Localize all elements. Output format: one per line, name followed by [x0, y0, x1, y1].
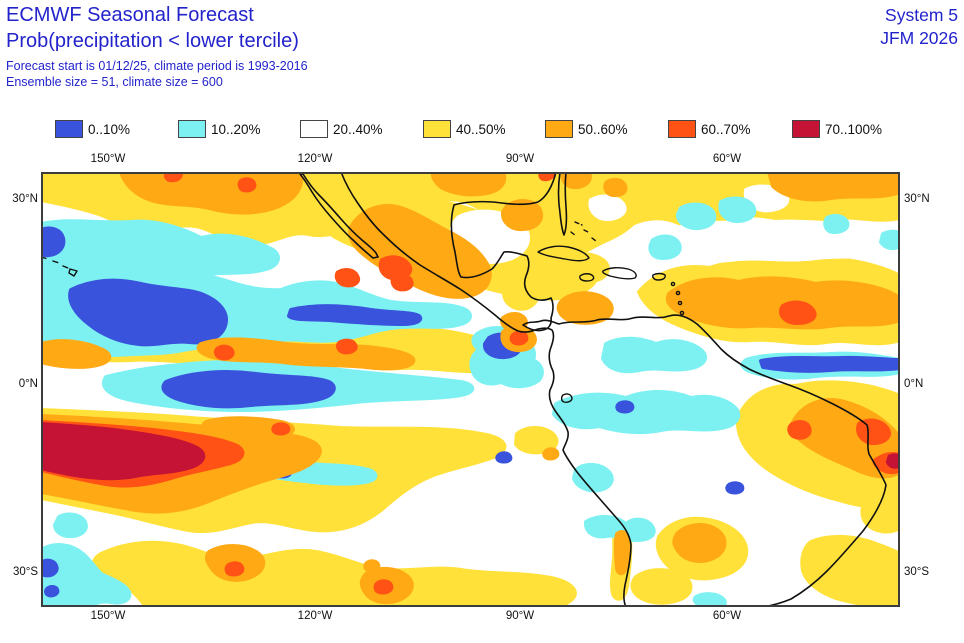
island-puna	[560, 393, 573, 403]
legend-label: 20..40%	[333, 121, 383, 137]
x-tick-label: 120°W	[297, 153, 333, 165]
legend-swatch-orangered	[668, 120, 696, 138]
legend-swatch-white	[300, 120, 328, 138]
legend-swatch-cyan	[178, 120, 206, 138]
islands-bahamas	[570, 221, 597, 242]
map-border	[41, 172, 900, 607]
y-tick-label: 0°N	[904, 378, 924, 390]
legend-label: 10..20%	[211, 121, 261, 137]
page-subtitle-variable: Prob(precipitation < lower tercile)	[6, 30, 299, 52]
ensemble-size-text: Ensemble size = 51, climate size = 600	[6, 75, 223, 89]
legend-label: 0..10%	[88, 121, 131, 137]
x-tick-label: 90°W	[505, 610, 535, 622]
legend-label: 50..60%	[578, 121, 628, 137]
contour-layer-70-100	[41, 422, 900, 481]
legend-swatch-orange	[545, 120, 573, 138]
season-label: JFM 2026	[880, 28, 958, 48]
legend-swatch-yellow	[423, 120, 451, 138]
island-puerto-rico	[652, 272, 666, 281]
y-tick-label: 30°S	[12, 566, 38, 578]
island-hispaniola	[602, 266, 637, 280]
page-title: ECMWF Seasonal Forecast	[6, 4, 254, 26]
x-tick-label: 60°W	[712, 153, 742, 165]
legend-swatch-blue	[55, 120, 83, 138]
legend-item: 0..10%	[55, 119, 130, 139]
island-jamaica	[579, 273, 595, 282]
contour-map-svg	[41, 172, 900, 607]
island-hawaii-big	[68, 268, 78, 277]
y-tick-label: 30°S	[904, 566, 930, 578]
y-tick-label: 30°N	[12, 193, 38, 205]
forecast-map	[41, 172, 900, 607]
x-tick-label: 120°W	[297, 610, 333, 622]
island-cuba	[537, 245, 590, 262]
x-tick-label: 90°W	[505, 153, 535, 165]
x-tick-label: 150°W	[90, 610, 126, 622]
y-tick-label: 0°N	[18, 378, 38, 390]
system-label: System 5	[885, 5, 958, 25]
legend-label: 60..70%	[701, 121, 751, 137]
islands-lesser-antilles	[670, 281, 685, 316]
legend-item: 60..70%	[668, 119, 751, 139]
coastlines	[41, 172, 887, 607]
y-tick-label: 30°N	[904, 193, 930, 205]
legend-label: 70..100%	[825, 121, 883, 137]
legend-label: 40..50%	[456, 121, 506, 137]
coast-north-america-atlantic	[450, 172, 887, 607]
coast-florida	[557, 172, 568, 236]
legend-item: 40..50%	[423, 119, 506, 139]
contour-layer-0-10	[41, 226, 900, 598]
legend-item: 10..20%	[178, 119, 261, 139]
forecast-start-text: Forecast start is 01/12/25, climate peri…	[6, 59, 308, 73]
legend-item: 70..100%	[792, 119, 882, 139]
coast-pacific	[340, 172, 632, 607]
x-tick-label: 150°W	[90, 153, 126, 165]
x-tick-label: 60°W	[712, 610, 742, 622]
legend-item: 50..60%	[545, 119, 628, 139]
legend-swatch-darkred	[792, 120, 820, 138]
coast-baja-california	[299, 173, 379, 259]
legend-item: 20..40%	[300, 119, 383, 139]
